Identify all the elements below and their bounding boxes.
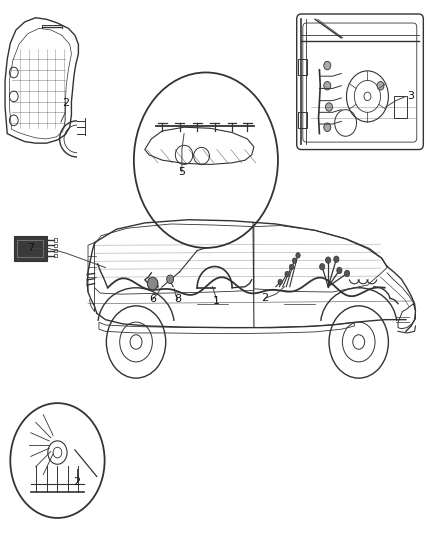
Text: 2: 2: [74, 477, 81, 487]
Bar: [17, 240, 43, 257]
Text: 3: 3: [407, 91, 414, 101]
Circle shape: [166, 275, 173, 284]
Bar: [54, 244, 57, 247]
Circle shape: [278, 279, 283, 285]
Circle shape: [324, 82, 331, 90]
Text: 2: 2: [261, 293, 268, 303]
Bar: [297, 59, 307, 75]
Bar: [14, 236, 46, 261]
Circle shape: [334, 256, 339, 262]
Bar: [54, 238, 57, 241]
Circle shape: [320, 263, 325, 270]
Circle shape: [296, 253, 300, 258]
Bar: [54, 254, 57, 257]
Circle shape: [377, 82, 384, 90]
Circle shape: [289, 264, 293, 270]
Circle shape: [324, 61, 331, 70]
Bar: [54, 249, 57, 252]
Text: 5: 5: [178, 167, 185, 177]
Circle shape: [344, 270, 350, 277]
Text: 7: 7: [27, 243, 34, 253]
Bar: [297, 112, 307, 128]
Circle shape: [325, 103, 332, 111]
Text: 2: 2: [62, 98, 69, 108]
Circle shape: [148, 277, 158, 290]
Circle shape: [324, 123, 331, 132]
Circle shape: [285, 271, 289, 277]
Bar: [394, 96, 407, 118]
Circle shape: [292, 258, 297, 263]
Text: 8: 8: [174, 294, 181, 304]
Text: 1: 1: [213, 296, 220, 306]
Circle shape: [325, 257, 331, 263]
Text: 6: 6: [149, 294, 156, 304]
Circle shape: [337, 267, 342, 273]
